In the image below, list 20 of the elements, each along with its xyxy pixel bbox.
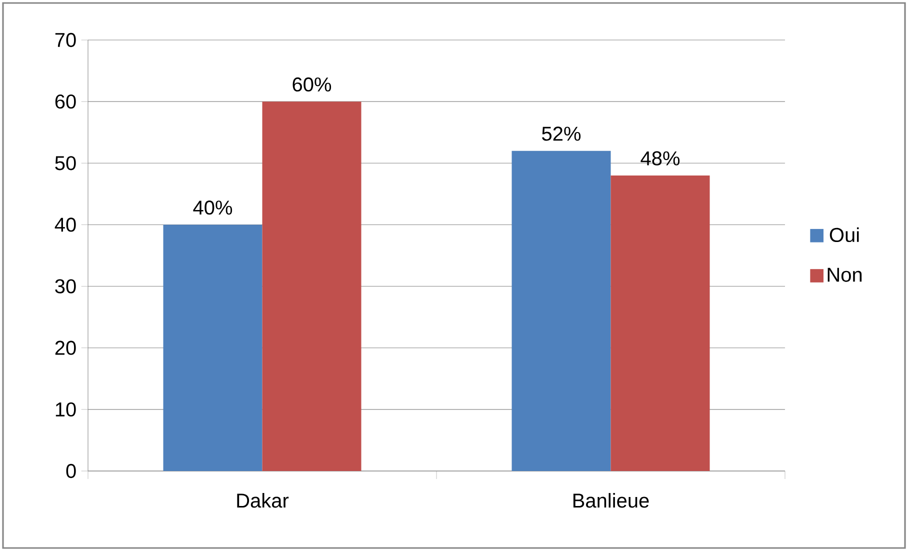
y-tick-label: 40 — [54, 218, 76, 232]
y-tick-label: 0 — [66, 464, 76, 478]
x-tick-label: Dakar — [237, 493, 289, 508]
bar — [512, 150, 611, 471]
y-tick-label: 60 — [55, 94, 76, 109]
data-label: 60% — [292, 77, 332, 92]
data-label: 48% — [640, 151, 680, 166]
y-tick-label: 20 — [55, 340, 76, 355]
y-tick-label: 70 — [55, 32, 76, 48]
y-tick-label: 30 — [55, 279, 76, 294]
bar — [163, 224, 262, 471]
y-tick-label: 50 — [55, 156, 76, 170]
x-tick-label: Banlieue — [573, 493, 649, 508]
data-label: 40% — [193, 200, 232, 215]
data-label: 52% — [542, 126, 581, 141]
y-tick-label: 10 — [56, 402, 76, 417]
bar — [262, 102, 362, 471]
legend-label: Oui — [830, 227, 859, 242]
bar — [610, 175, 710, 471]
legend-label: Non — [828, 268, 862, 282]
